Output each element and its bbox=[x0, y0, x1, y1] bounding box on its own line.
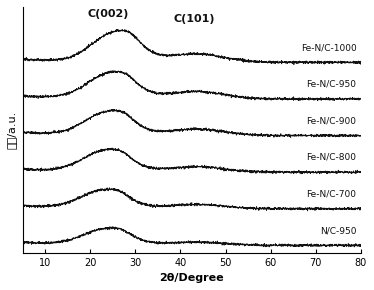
X-axis label: 2θ/Degree: 2θ/Degree bbox=[159, 273, 224, 283]
Text: C(101): C(101) bbox=[173, 14, 215, 24]
Text: Fe-N/C-1000: Fe-N/C-1000 bbox=[301, 43, 356, 52]
Text: Fe-N/C-700: Fe-N/C-700 bbox=[306, 190, 356, 199]
Text: C(002): C(002) bbox=[88, 10, 129, 19]
Text: Fe-N/C-800: Fe-N/C-800 bbox=[306, 153, 356, 162]
Text: Fe-N/C-950: Fe-N/C-950 bbox=[306, 80, 356, 89]
Text: N/C-950: N/C-950 bbox=[320, 226, 356, 235]
Y-axis label: 强度/a.u.: 强度/a.u. bbox=[7, 111, 17, 149]
Text: Fe-N/C-900: Fe-N/C-900 bbox=[306, 116, 356, 125]
